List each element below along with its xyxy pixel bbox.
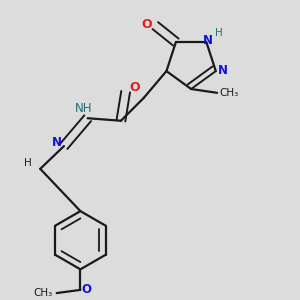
Text: O: O xyxy=(141,18,152,31)
Text: CH₃: CH₃ xyxy=(220,88,239,98)
Text: NH: NH xyxy=(75,102,93,115)
Text: CH₃: CH₃ xyxy=(34,288,53,298)
Text: H: H xyxy=(214,28,222,38)
Text: O: O xyxy=(130,81,140,94)
Text: O: O xyxy=(82,284,92,296)
Text: H: H xyxy=(24,158,32,168)
Text: N: N xyxy=(218,64,228,77)
Text: N: N xyxy=(203,34,213,47)
Text: N: N xyxy=(52,136,62,149)
